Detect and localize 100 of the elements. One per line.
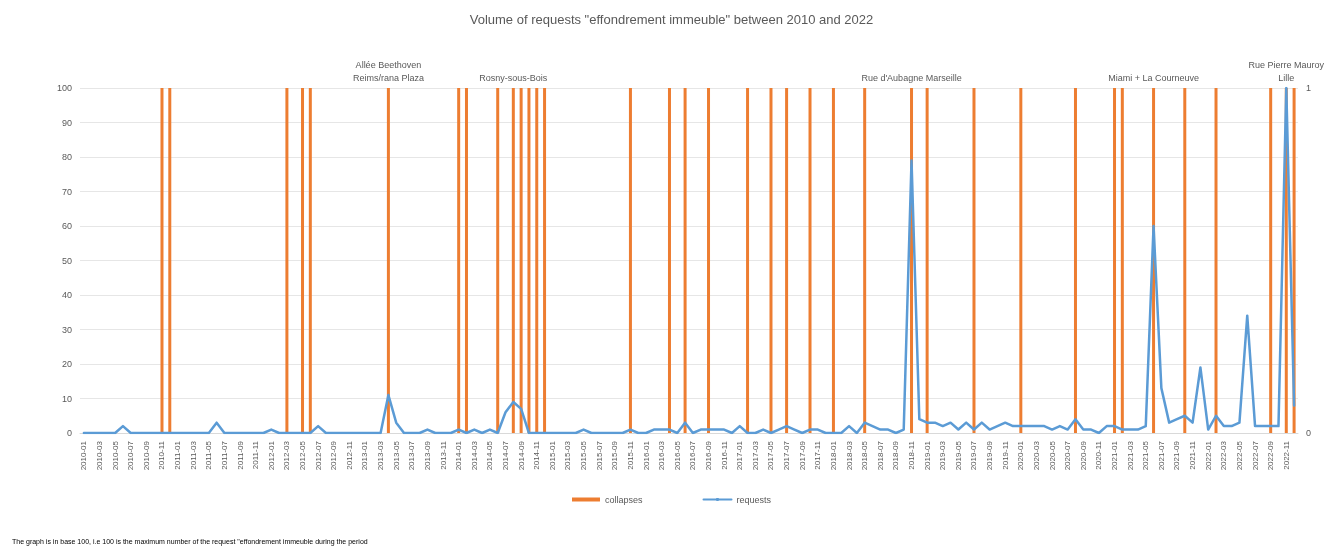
- x-tick-label: 2017-07: [782, 440, 792, 471]
- x-tick-label: 2013-11: [438, 440, 448, 470]
- x-tick-label: 2016-03: [657, 440, 667, 471]
- x-tick-label: 2020-01: [1016, 440, 1026, 471]
- x-tick-label: 2010-03: [95, 440, 105, 471]
- x-tick-label: 2022-01: [1203, 440, 1213, 471]
- x-tick-label: 2013-09: [422, 440, 432, 471]
- x-tick-label: 2021-01: [1110, 440, 1120, 471]
- y-tick-label: 90: [61, 117, 72, 128]
- x-tick-label: 2016-09: [704, 440, 714, 471]
- x-tick-label: 2010-09: [141, 440, 151, 471]
- y-tick-label: 80: [61, 152, 72, 162]
- x-tick-label: 2021-07: [1156, 440, 1166, 471]
- y-tick-label: 20: [61, 359, 72, 369]
- x-tick-label: 2012-07: [313, 440, 323, 471]
- x-tick-label: 2016-07: [688, 440, 698, 471]
- x-tick-label: 2018-09: [891, 440, 901, 471]
- x-tick-label: 2022-07: [1250, 440, 1260, 471]
- y-tick-label: 0: [66, 428, 72, 438]
- x-tick-label: 2019-03: [938, 440, 948, 471]
- y2-tick-label: 1: [1306, 83, 1312, 93]
- x-tick-label: 2013-03: [376, 440, 386, 471]
- x-tick-label: 2019-05: [953, 440, 963, 471]
- x-tick-label: 2021-11: [1188, 440, 1198, 470]
- x-tick-label: 2020-09: [1078, 440, 1088, 471]
- y2-tick-label: 0: [1306, 428, 1312, 438]
- x-tick-label: 2014-01: [454, 440, 464, 471]
- x-tick-label: 2022-05: [1234, 440, 1244, 471]
- x-tick-label: 2016-11: [719, 440, 729, 470]
- x-tick-label: 2017-11: [813, 440, 823, 470]
- x-tick-label: 2015-03: [563, 440, 573, 471]
- data-label: Rosny-sous-Bois: [479, 72, 548, 83]
- x-tick-label: 2012-01: [266, 440, 276, 471]
- x-tick-label: 2010-07: [126, 440, 136, 471]
- x-tick-label: 2013-05: [391, 440, 401, 471]
- x-tick-label: 2011-09: [235, 440, 245, 470]
- x-tick-label: 2022-03: [1219, 440, 1229, 471]
- x-tick-label: 2019-09: [985, 440, 995, 471]
- data-label: Miami + La Courneuve: [1108, 72, 1199, 83]
- x-tick-label: 2018-05: [860, 440, 870, 471]
- x-tick-label: 2011-03: [188, 440, 198, 470]
- x-tick-label: 2017-09: [797, 440, 807, 471]
- x-tick-label: 2022-09: [1266, 440, 1276, 471]
- x-tick-label: 2016-01: [641, 440, 651, 471]
- x-tick-label: 2022-11: [1281, 440, 1291, 470]
- y-tick-label: 100: [56, 83, 72, 93]
- x-tick-label: 2015-05: [579, 440, 589, 471]
- x-tick-label: 2010-01: [79, 440, 89, 471]
- x-tick-label: 2017-01: [735, 440, 745, 471]
- x-tick-label: 2012-09: [329, 440, 339, 471]
- x-tick-label: 2018-11: [907, 440, 917, 470]
- x-tick-label: 2012-03: [282, 440, 292, 471]
- y-tick-label: 10: [61, 393, 72, 404]
- x-tick-label: 2021-09: [1172, 440, 1182, 471]
- data-label: Allée Beethoven Reims/rana Plaza: [352, 59, 424, 83]
- x-tick-label: 2017-03: [750, 440, 760, 471]
- x-tick-label: 2019-01: [922, 440, 932, 471]
- x-tick-label: 2018-07: [875, 440, 885, 471]
- x-tick-label: 2018-01: [828, 440, 838, 471]
- x-tick-label: 2016-05: [672, 440, 682, 471]
- x-tick-label: 2011-07: [219, 440, 229, 470]
- x-tick-label: 2019-11: [1000, 440, 1010, 470]
- x-tick-label: 2012-05: [298, 440, 308, 471]
- data-label: Rue Pierre Mauroy Lille: [1248, 59, 1325, 83]
- y-tick-label: 30: [61, 324, 72, 335]
- data-label: Rue d'Aubagne Marseille: [861, 72, 962, 83]
- y-tick-label: 70: [61, 186, 72, 197]
- x-tick-label: 2018-03: [844, 440, 854, 471]
- x-tick-label: 2019-07: [969, 440, 979, 471]
- y-tick-label: 50: [61, 255, 72, 266]
- x-tick-label: 2015-11: [625, 440, 635, 470]
- x-tick-label: 2021-03: [1125, 440, 1135, 471]
- x-tick-label: 2020-07: [1063, 440, 1073, 471]
- x-tick-label: 2015-09: [610, 440, 620, 471]
- legend-label: requests: [736, 494, 772, 505]
- x-tick-label: 2014-09: [516, 440, 526, 471]
- x-tick-label: 2014-03: [469, 440, 479, 471]
- y-tick-label: 40: [61, 290, 72, 300]
- x-tick-label: 2014-07: [501, 440, 511, 471]
- x-tick-label: 2012-11: [344, 440, 354, 470]
- x-tick-label: 2020-05: [1047, 440, 1057, 471]
- x-tick-label: 2010-05: [110, 440, 120, 471]
- x-tick-label: 2015-07: [594, 440, 604, 471]
- x-tick-label: 2011-01: [173, 440, 183, 470]
- x-tick-label: 2015-01: [547, 440, 557, 471]
- x-tick-label: 2013-07: [407, 440, 417, 471]
- x-tick-label: 2010-11: [157, 440, 167, 470]
- x-tick-label: 2011-11: [251, 440, 261, 470]
- x-tick-label: 2011-05: [204, 440, 214, 470]
- x-tick-label: 2017-05: [766, 440, 776, 471]
- x-tick-label: 2021-05: [1141, 440, 1151, 471]
- x-tick-label: 2020-11: [1094, 440, 1104, 470]
- x-tick-label: 2014-05: [485, 440, 495, 471]
- chart-title: Volume of requests "effondrement immeuble" between 2010 and 2022: [469, 12, 874, 27]
- y-tick-label: 60: [61, 221, 72, 231]
- x-tick-label: 2013-01: [360, 440, 370, 471]
- line-series: [82, 86, 1296, 435]
- x-tick-label: 2014-11: [532, 440, 542, 470]
- x-tick-label: 2020-03: [1031, 440, 1041, 471]
- legend-label: collapses: [604, 494, 643, 505]
